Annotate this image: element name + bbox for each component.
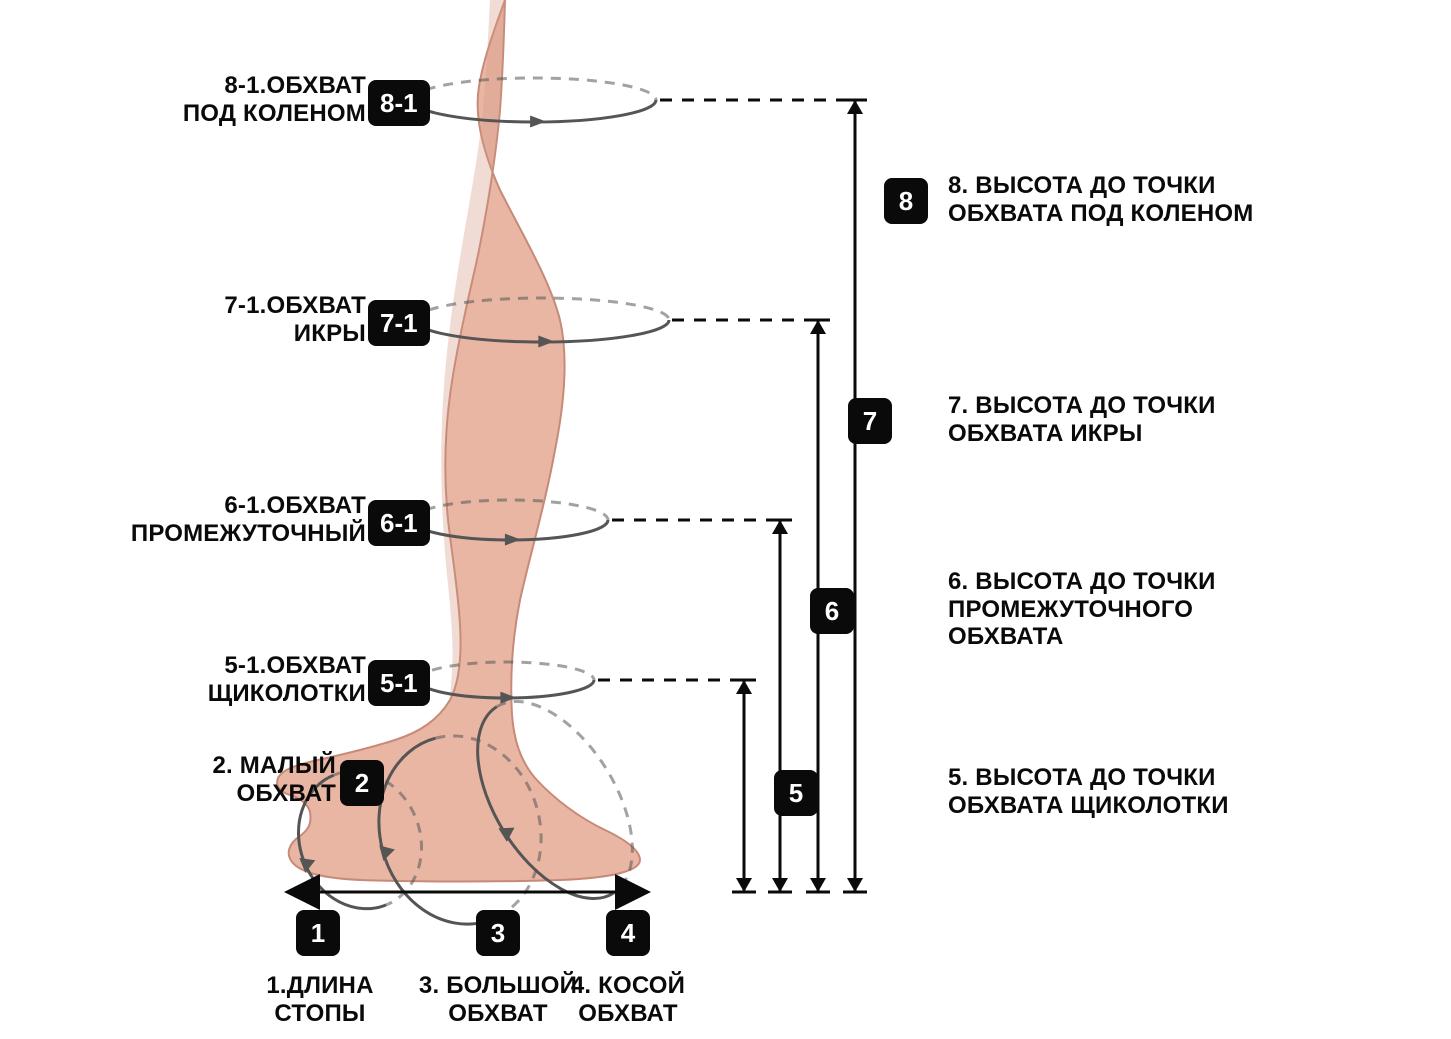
badge-2: 2 [340, 760, 384, 806]
label-8-1: 8-1.ОБХВАТ ПОД КОЛЕНОМ [183, 72, 366, 127]
label-4: 4. КОСОЙ ОБХВАТ [518, 972, 738, 1027]
label-5-1: 5-1.ОБХВАТ ЩИКОЛОТКИ [208, 652, 366, 707]
badge-3: 3 [476, 910, 520, 956]
diagram-stage: 8-18-1.ОБХВАТ ПОД КОЛЕНОМ 7-17-1.ОБХВАТ И… [0, 0, 1451, 1039]
label-7: 7. ВЫСОТА ДО ТОЧКИ ОБХВАТА ИКРЫ [948, 392, 1216, 447]
leg-shape [277, 0, 640, 882]
label-5: 5. ВЫСОТА ДО ТОЧКИ ОБХВАТА ЩИКОЛОТКИ [948, 764, 1229, 819]
badge-1: 1 [296, 910, 340, 956]
badge-7: 7 [848, 398, 892, 444]
label-2: 2. МАЛЫЙ ОБХВАТ [213, 752, 337, 807]
badge-6-1: 6-1 [368, 500, 430, 546]
badge-7-1: 7-1 [368, 300, 430, 346]
label-6-1: 6-1.ОБХВАТ ПРОМЕЖУТОЧНЫЙ [131, 492, 366, 547]
badge-5-1: 5-1 [368, 660, 430, 706]
badge-8: 8 [884, 178, 928, 224]
label-6: 6. ВЫСОТА ДО ТОЧКИ ПРОМЕЖУТОЧНОГО ОБХВАТ… [948, 568, 1216, 651]
label-8: 8. ВЫСОТА ДО ТОЧКИ ОБХВАТА ПОД КОЛЕНОМ [948, 172, 1253, 227]
label-7-1: 7-1.ОБХВАТ ИКРЫ [224, 292, 366, 347]
badge-5: 5 [774, 770, 818, 816]
badge-4: 4 [606, 910, 650, 956]
badge-6: 6 [810, 588, 854, 634]
badge-8-1: 8-1 [368, 80, 430, 126]
